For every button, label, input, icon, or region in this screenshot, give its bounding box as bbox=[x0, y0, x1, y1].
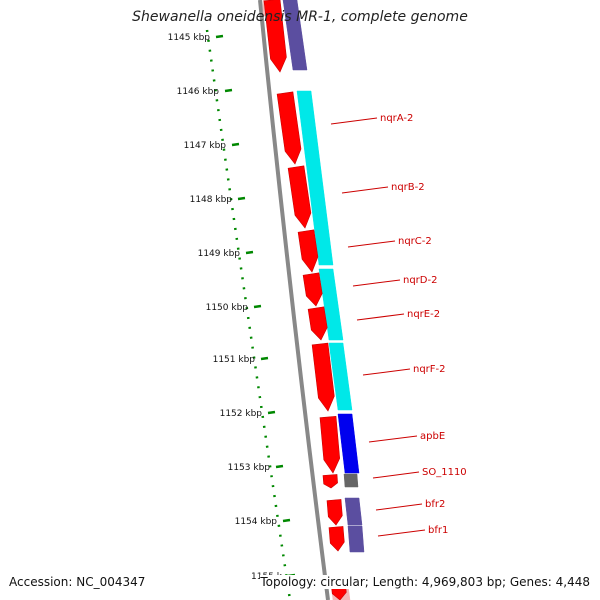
scale-tick-label: 1152 kbp bbox=[220, 409, 263, 419]
gene-leader-line bbox=[368, 435, 418, 443]
gene-arrow-SO_1110 bbox=[322, 474, 338, 489]
gene-label-nqrC-2[interactable]: nqrC-2 bbox=[398, 236, 432, 247]
scale-tick bbox=[267, 410, 276, 415]
gene-leader-line bbox=[347, 240, 396, 248]
gene-leader-line bbox=[356, 313, 405, 321]
gene-leader-line bbox=[330, 117, 378, 125]
gene-label-nqrB-2[interactable]: nqrB-2 bbox=[391, 182, 425, 193]
accession-text: Accession: NC_004347 bbox=[9, 575, 146, 589]
scale-tick-label: 1153 kbp bbox=[228, 463, 271, 473]
scale-tick bbox=[215, 34, 224, 39]
gene-arrow-nqrA-2 bbox=[276, 91, 302, 165]
gene-leader-line bbox=[352, 279, 401, 287]
scale-tick-label: 1149 kbp bbox=[198, 249, 241, 259]
scale-tick bbox=[231, 142, 240, 147]
gene-label-nqrA-2[interactable]: nqrA-2 bbox=[380, 113, 413, 124]
scale-tick bbox=[260, 356, 269, 361]
page-title: Shewanella oneidensis MR-1, complete gen… bbox=[132, 9, 468, 25]
gene-label-SO_1110[interactable]: SO_1110 bbox=[422, 467, 467, 478]
gene-arrow-nqrE-2 bbox=[307, 306, 328, 341]
gene-leader-line bbox=[377, 529, 426, 537]
scale-dotted-line bbox=[205, 29, 292, 600]
top-purple-block bbox=[282, 0, 308, 71]
scale-tick bbox=[237, 196, 246, 201]
gene-label-nqrD-2[interactable]: nqrD-2 bbox=[403, 275, 437, 286]
genome-backbone bbox=[258, 0, 330, 600]
scale-tick-label: 1151 kbp bbox=[213, 355, 256, 365]
gene-arrow-nqrF-2 bbox=[311, 342, 335, 412]
scale-tick-label: 1154 kbp bbox=[235, 517, 278, 527]
gene-arrow-apbE bbox=[319, 415, 341, 474]
genome-summary-text: Topology: circular; Length: 4,969,803 bp… bbox=[260, 575, 590, 589]
gene-leader-line bbox=[372, 471, 420, 479]
gene-leader-line bbox=[341, 186, 389, 194]
gene-arrow-nqrB-2 bbox=[287, 165, 312, 229]
gene-arrow-bfr1 bbox=[328, 526, 345, 552]
nqr-operon-block bbox=[296, 90, 334, 266]
scale-tick-label: 1145 kbp bbox=[168, 33, 211, 43]
scale-tick-label: 1150 kbp bbox=[206, 303, 249, 313]
gene-labels: nqrA-2 nqrB-2 nqrC-2 nqrD-2 nqrE-2 nqrF-2 apbE… bbox=[330, 113, 467, 537]
scale-tick-label: 1146 kbp bbox=[177, 87, 220, 97]
scale-tick bbox=[282, 518, 291, 523]
scale-tick bbox=[224, 88, 233, 93]
scale-ticks: 1145 kbp 1146 kbp 1147 kbp 1148 kbp 1149 kbp… bbox=[168, 33, 296, 582]
scale-tick-label: 1148 kbp bbox=[190, 195, 233, 205]
bfr2-block bbox=[344, 497, 363, 526]
pseudo-block bbox=[343, 473, 359, 488]
apbE-block bbox=[337, 413, 360, 474]
gene-label-nqrF-2[interactable]: nqrF-2 bbox=[413, 364, 446, 375]
nqr-operon-block bbox=[328, 342, 353, 411]
gene-arrow-nqrC-2 bbox=[297, 229, 319, 273]
gene-arrows bbox=[263, 0, 347, 600]
scale-tick-label: 1147 kbp bbox=[184, 141, 227, 151]
feature-blocks bbox=[262, 0, 365, 600]
gene-leader-line bbox=[375, 503, 423, 511]
gene-arrow bbox=[263, 0, 287, 73]
gene-arrow-nqrD-2 bbox=[302, 272, 323, 307]
gene-label-bfr1[interactable]: bfr1 bbox=[428, 525, 448, 536]
gene-leader-line bbox=[362, 368, 411, 376]
scale-tick bbox=[245, 250, 254, 255]
bfr1-block bbox=[347, 525, 365, 553]
scale-tick bbox=[275, 464, 284, 469]
scale-tick bbox=[253, 304, 262, 309]
gene-arrow-bfr2 bbox=[326, 499, 343, 526]
gene-label-apbE[interactable]: apbE bbox=[420, 431, 445, 442]
gene-label-bfr2[interactable]: bfr2 bbox=[425, 499, 445, 510]
gene-label-nqrE-2[interactable]: nqrE-2 bbox=[407, 309, 440, 320]
